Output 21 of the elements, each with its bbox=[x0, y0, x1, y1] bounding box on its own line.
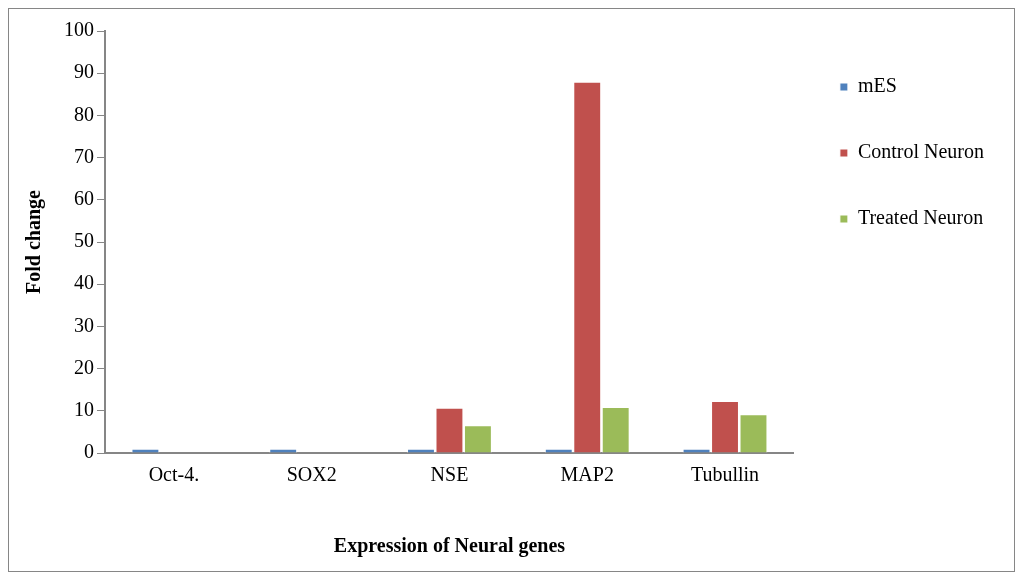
y-tick-label: 80 bbox=[74, 102, 94, 125]
y-tick-label: 10 bbox=[74, 398, 94, 421]
y-tick-label: 60 bbox=[74, 187, 94, 210]
x-tick-label: Oct-4. bbox=[148, 463, 200, 486]
y-tick-label: 30 bbox=[74, 313, 94, 336]
x-tick-label: Tubullin bbox=[690, 463, 760, 486]
y-tick-label: 100 bbox=[64, 18, 94, 41]
y-tick-label: 0 bbox=[84, 440, 94, 463]
x-tick-label: SOX2 bbox=[286, 463, 337, 486]
y-tick-label: 90 bbox=[74, 60, 94, 83]
x-tick-label: NSE bbox=[430, 463, 469, 486]
legend-label: Treated Neuron bbox=[857, 206, 984, 229]
x-axis-title: Expression of Neural genes bbox=[333, 534, 566, 558]
legend-label: mES bbox=[857, 74, 897, 97]
y-tick-label: 20 bbox=[74, 355, 94, 378]
y-tick-label: 50 bbox=[74, 229, 94, 252]
y-tick-label: 70 bbox=[74, 144, 94, 167]
x-tick-label: MAP2 bbox=[560, 463, 614, 486]
legend-label: Control Neuron bbox=[857, 140, 984, 163]
y-tick-label: 40 bbox=[74, 271, 94, 294]
y-axis-title: Fold change bbox=[22, 189, 46, 294]
